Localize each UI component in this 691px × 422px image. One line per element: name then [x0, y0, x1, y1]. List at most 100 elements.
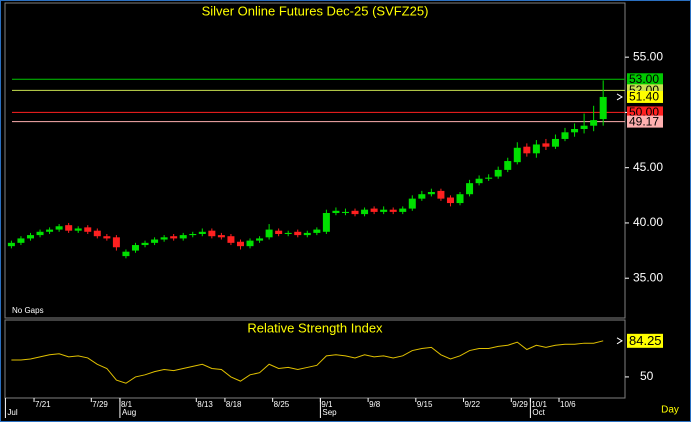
candle-body — [580, 125, 588, 129]
gap-note: No Gaps — [12, 306, 44, 315]
level-label: 50.00 — [629, 105, 659, 119]
candle-body — [322, 213, 330, 232]
rsi-line — [11, 340, 604, 384]
candle-body — [55, 226, 63, 230]
y-tick-label: 35.00 — [633, 270, 663, 284]
level-box — [627, 90, 663, 103]
candle-body — [571, 129, 579, 133]
candle-body — [17, 238, 25, 243]
candle-body — [284, 232, 292, 234]
candle-body — [590, 120, 598, 126]
x-tick-label: 9/15 — [417, 400, 433, 409]
rsi-box — [627, 333, 663, 348]
candle-body — [313, 229, 321, 233]
candle-body — [475, 178, 483, 184]
level-label: 51.40 — [629, 90, 659, 104]
candle-body — [294, 231, 302, 236]
x-tick-label: 7/21 — [35, 400, 51, 409]
candle-body — [246, 240, 254, 247]
candle-body — [227, 236, 235, 243]
candle-body — [485, 177, 493, 179]
candle-body — [542, 143, 550, 147]
candle-body — [7, 242, 15, 247]
candle-body — [437, 190, 445, 199]
candle-body — [303, 232, 311, 236]
candle-body — [74, 228, 82, 231]
main-panel — [4, 2, 626, 319]
candle-body — [151, 239, 159, 243]
y-tick-label: 45.00 — [633, 160, 663, 174]
x-tick-label: 9/8 — [369, 400, 381, 409]
x-tick-label: 10/6 — [560, 400, 576, 409]
x-tick-label: 8/13 — [197, 400, 213, 409]
candle-body — [380, 209, 388, 212]
candle-body — [513, 147, 521, 163]
x-tick-label: 9/22 — [465, 400, 481, 409]
candle-body — [84, 227, 92, 232]
x-tick-label: 9/29 — [512, 400, 528, 409]
candle-body — [456, 194, 464, 204]
candle-body — [46, 229, 54, 232]
candle-body — [256, 238, 264, 241]
candle-body — [551, 138, 559, 147]
x-tick-label: 8/25 — [274, 400, 290, 409]
y-tick-label: 40.00 — [633, 215, 663, 229]
candle-body — [418, 194, 426, 199]
y-tick-label: 55.00 — [633, 49, 663, 63]
rsi-label: 84.25 — [629, 333, 662, 348]
candle-body — [351, 210, 359, 215]
candle-body — [170, 236, 178, 239]
candle-body — [561, 132, 569, 139]
candle-body — [523, 146, 531, 154]
rsi-tick-label: 50 — [640, 369, 654, 383]
candle-body — [179, 235, 187, 239]
candle-body — [141, 242, 149, 246]
price-arrow — [616, 93, 623, 101]
candle-body — [208, 230, 216, 237]
candle-body — [160, 237, 168, 240]
candle-body — [93, 230, 101, 237]
chart-title: Silver Online Futures Dec-25 (SVFZ25) — [202, 3, 429, 18]
level-label: 49.17 — [629, 114, 659, 128]
candle-body — [275, 230, 283, 234]
candle-body — [532, 144, 540, 154]
candle-body — [446, 197, 454, 204]
month-label: Aug — [122, 408, 136, 417]
level-box — [627, 73, 663, 86]
month-label: Sep — [322, 408, 337, 417]
candle-body — [217, 235, 225, 238]
candle-body — [198, 231, 206, 234]
level-label: 53.00 — [629, 72, 659, 86]
candle-body — [26, 235, 34, 239]
candle-body — [65, 225, 73, 231]
candle-body — [189, 234, 197, 236]
x-tick-label: 9/1 — [321, 400, 333, 409]
candle-body — [236, 241, 244, 247]
candle-body — [341, 211, 349, 213]
x-tick-label: 8/18 — [226, 400, 242, 409]
candle-body — [370, 208, 378, 212]
period-label: Day — [661, 405, 679, 416]
rsi-panel — [4, 319, 626, 399]
candle-body — [361, 209, 369, 215]
candle-body — [131, 245, 139, 251]
month-label: Oct — [532, 408, 545, 417]
candle-body — [122, 251, 130, 257]
candle-body — [332, 210, 340, 213]
candle-body — [494, 169, 502, 177]
x-tick-label: 8/1 — [121, 400, 133, 409]
month-label: Jul — [7, 408, 17, 417]
level-box — [627, 106, 663, 119]
x-tick-label: 10/1 — [531, 400, 547, 409]
x-tick-label: 7/29 — [92, 400, 108, 409]
candle-body — [504, 161, 512, 170]
candle-body — [103, 236, 111, 239]
candle-body — [399, 208, 407, 212]
rsi-title: Relative Strength Index — [247, 320, 383, 335]
candle-body — [112, 237, 120, 248]
rsi-arrow — [616, 337, 623, 345]
candle-body — [599, 96, 607, 120]
candle-body — [427, 192, 435, 195]
